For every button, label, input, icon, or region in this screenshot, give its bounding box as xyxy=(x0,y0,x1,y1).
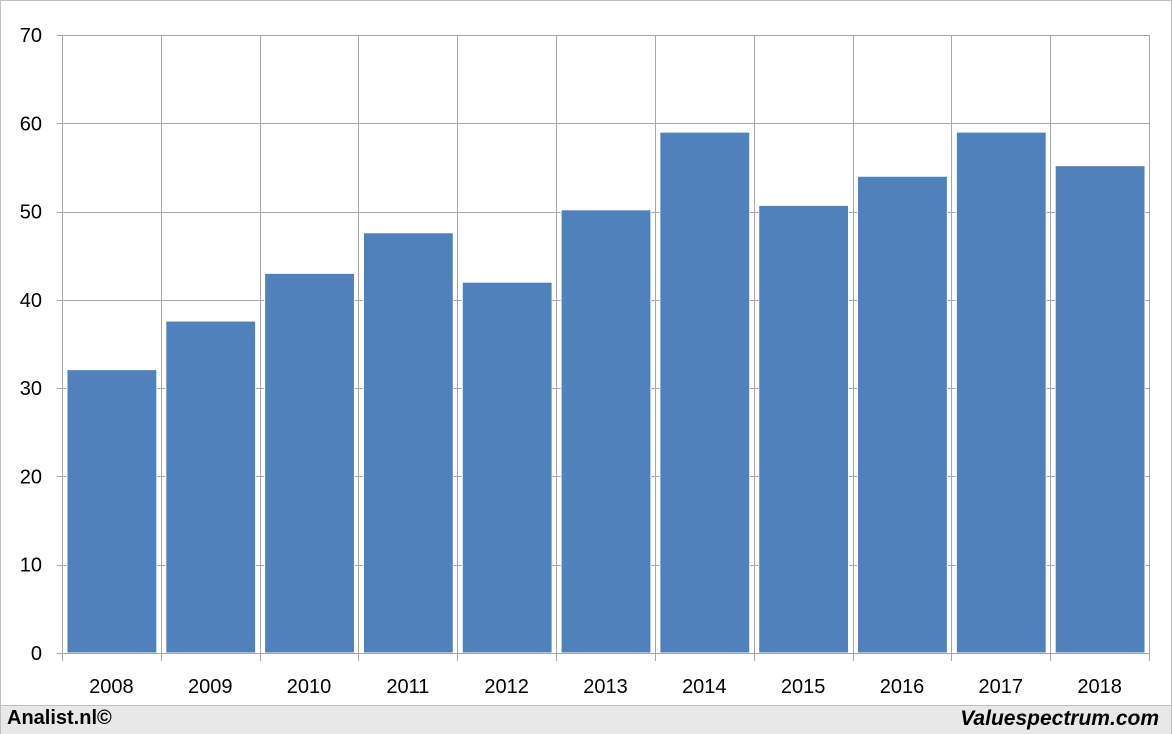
x-tick-label: 2011 xyxy=(386,676,429,698)
bars xyxy=(66,131,1146,654)
footer-brand-right: Valuespectrum.com xyxy=(960,707,1159,730)
bar-2012 xyxy=(461,281,553,654)
y-tick-label: 20 xyxy=(20,466,42,488)
footer-bar: Analist.nl© Valuespectrum.com xyxy=(1,705,1171,734)
y-tick-label: 70 xyxy=(20,25,42,47)
bar-2011 xyxy=(362,232,454,654)
x-tick-label: 2018 xyxy=(1077,676,1122,698)
bar-2016 xyxy=(857,175,948,654)
y-tick-labels: 0 10 20 30 40 50 60 70 xyxy=(20,25,42,665)
axes xyxy=(57,35,1149,654)
x-tick-label: 2015 xyxy=(781,676,826,698)
y-tick-label: 0 xyxy=(31,643,42,665)
y-tick-label: 60 xyxy=(20,113,42,135)
x-tick-label: 2017 xyxy=(979,676,1024,698)
y-tick-label: 10 xyxy=(20,555,42,577)
bar-2015 xyxy=(758,204,850,654)
x-tick-label: 2012 xyxy=(484,676,529,698)
y-tick-label: 40 xyxy=(20,290,42,312)
bar-2013 xyxy=(560,209,652,654)
x-tick-label: 2013 xyxy=(583,676,628,698)
bar-2008 xyxy=(66,369,158,654)
x-tick-label: 2008 xyxy=(89,676,134,698)
bar-chart: 0 10 20 30 40 50 60 70 2008 2009 2010 2011 2012 2013… xyxy=(20,25,1150,698)
x-tick-labels: 2008 2009 2010 2011 2012 2013 2014 2015 2016 2017… xyxy=(89,676,1122,698)
x-tick-label: 2009 xyxy=(188,676,233,698)
bar-2010 xyxy=(264,272,355,654)
bar-2018 xyxy=(1054,165,1146,654)
bar-2017 xyxy=(955,131,1047,654)
bar-2009 xyxy=(165,320,257,654)
y-tick-label: 30 xyxy=(20,378,42,400)
bar-2014 xyxy=(659,131,751,654)
x-tick-label: 2016 xyxy=(880,676,925,698)
y-tick-label: 50 xyxy=(20,202,42,224)
x-tick-label: 2010 xyxy=(287,676,332,698)
footer-brand-left: Analist.nl© xyxy=(7,707,112,729)
x-tick-label: 2014 xyxy=(682,676,727,698)
